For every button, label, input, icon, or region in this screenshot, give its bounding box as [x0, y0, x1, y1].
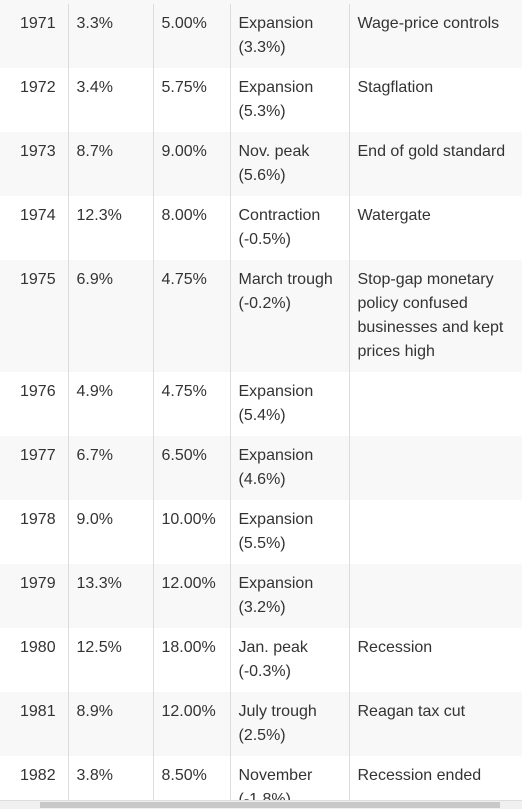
cell-inflation: 3.3% — [67, 4, 153, 68]
table-row: 1973 8.7% 9.00% Nov. peak (5.6%) End of gold… — [0, 132, 522, 196]
cell-fed-rate: 12.00% — [152, 564, 230, 628]
cell-inflation: 12.3% — [67, 196, 153, 260]
cell-fed-rate: 6.50% — [152, 436, 230, 500]
cell-gdp: March trough (-0.2%) — [229, 260, 349, 372]
cell-inflation: 3.8% — [67, 756, 153, 800]
cell-year: 1973 — [20, 143, 56, 160]
cell-inflation: 9.0% — [67, 500, 153, 564]
cell-inflation: 6.7% — [67, 436, 153, 500]
cell-inflation: 4.9% — [67, 372, 153, 436]
cell-year: 1974 — [20, 207, 56, 224]
table: 1971 3.3% 5.00% Expansion (3.3%) Wage-price … — [0, 4, 522, 800]
table-row: 1982 3.8% 8.50% November (-1.8%) Recession e… — [0, 756, 522, 800]
cell-event: Wage-price controls — [348, 4, 522, 68]
cell-gdp: Expansion (5.3%) — [229, 68, 349, 132]
cell-year: 1980 — [20, 639, 56, 656]
cell-gdp: Nov. peak (5.6%) — [229, 132, 349, 196]
cell-event: Recession — [348, 628, 522, 692]
cell-inflation: 8.7% — [67, 132, 153, 196]
table-row: 1981 8.9% 12.00% July trough (2.5%) Reagan t… — [0, 692, 522, 756]
table-row: 1971 3.3% 5.00% Expansion (3.3%) Wage-price … — [0, 4, 522, 68]
table-row: 1977 6.7% 6.50% Expansion (4.6%) — [0, 436, 522, 500]
cell-event — [348, 372, 522, 436]
table-row: 1979 13.3% 12.00% Expansion (3.2%) — [0, 564, 522, 628]
cell-event — [348, 564, 522, 628]
cell-fed-rate: 9.00% — [152, 132, 230, 196]
cell-event: Stagflation — [348, 68, 522, 132]
cell-year: 1972 — [20, 79, 56, 96]
table-row: 1980 12.5% 18.00% Jan. peak (-0.3%) Recessio… — [0, 628, 522, 692]
table-row: 1975 6.9% 4.75% March trough (-0.2%) Stop-ga… — [0, 260, 522, 372]
cell-inflation: 3.4% — [67, 68, 153, 132]
cell-year: 1975 — [20, 271, 56, 288]
cell-fed-rate: 4.75% — [152, 260, 230, 372]
scrollbar[interactable] — [0, 800, 522, 809]
cell-gdp: Expansion (4.6%) — [229, 436, 349, 500]
table-row: 1978 9.0% 10.00% Expansion (5.5%) — [0, 500, 522, 564]
cell-event — [348, 500, 522, 564]
cell-fed-rate: 4.75% — [152, 372, 230, 436]
cell-year: 1976 — [20, 383, 56, 400]
cell-event: Watergate — [348, 196, 522, 260]
cell-event: Recession ended — [348, 756, 522, 800]
cell-gdp: Expansion (3.3%) — [229, 4, 349, 68]
cell-fed-rate: 18.00% — [152, 628, 230, 692]
cell-year: 1978 — [20, 511, 56, 528]
cell-gdp: Expansion (5.5%) — [229, 500, 349, 564]
cell-fed-rate: 5.75% — [152, 68, 230, 132]
cell-year: 1977 — [20, 447, 56, 464]
cell-gdp: Expansion (5.4%) — [229, 372, 349, 436]
cell-fed-rate: 5.00% — [152, 4, 230, 68]
table-row: 1972 3.4% 5.75% Expansion (5.3%) Stagflation — [0, 68, 522, 132]
cell-year: 1971 — [20, 15, 56, 32]
table-row: 1976 4.9% 4.75% Expansion (5.4%) — [0, 372, 522, 436]
cell-year: 1979 — [20, 575, 56, 592]
cell-inflation: 6.9% — [67, 260, 153, 372]
cell-gdp: Jan. peak (-0.3%) — [229, 628, 349, 692]
cell-year: 1981 — [20, 703, 56, 720]
scrollbar-thumb[interactable] — [40, 802, 500, 808]
cell-inflation: 12.5% — [67, 628, 153, 692]
cell-fed-rate: 10.00% — [152, 500, 230, 564]
cell-gdp: November (-1.8%) — [229, 756, 349, 800]
cell-fed-rate: 8.50% — [152, 756, 230, 800]
cell-gdp: Expansion (3.2%) — [229, 564, 349, 628]
table-body: 1971 3.3% 5.00% Expansion (3.3%) Wage-price … — [0, 4, 522, 800]
cell-event: Reagan tax cut — [348, 692, 522, 756]
cell-gdp: July trough (2.5%) — [229, 692, 349, 756]
cell-fed-rate: 8.00% — [152, 196, 230, 260]
cell-year: 1982 — [20, 767, 56, 784]
cell-inflation: 8.9% — [67, 692, 153, 756]
cell-gdp: Contraction (-0.5%) — [229, 196, 349, 260]
cell-fed-rate: 12.00% — [152, 692, 230, 756]
cell-inflation: 13.3% — [67, 564, 153, 628]
cell-event: End of gold standard — [348, 132, 522, 196]
cell-event: Stop-gap monetary policy confused busine… — [348, 260, 522, 372]
cell-event — [348, 436, 522, 500]
table-row: 1974 12.3% 8.00% Contraction (-0.5%) Waterga… — [0, 196, 522, 260]
